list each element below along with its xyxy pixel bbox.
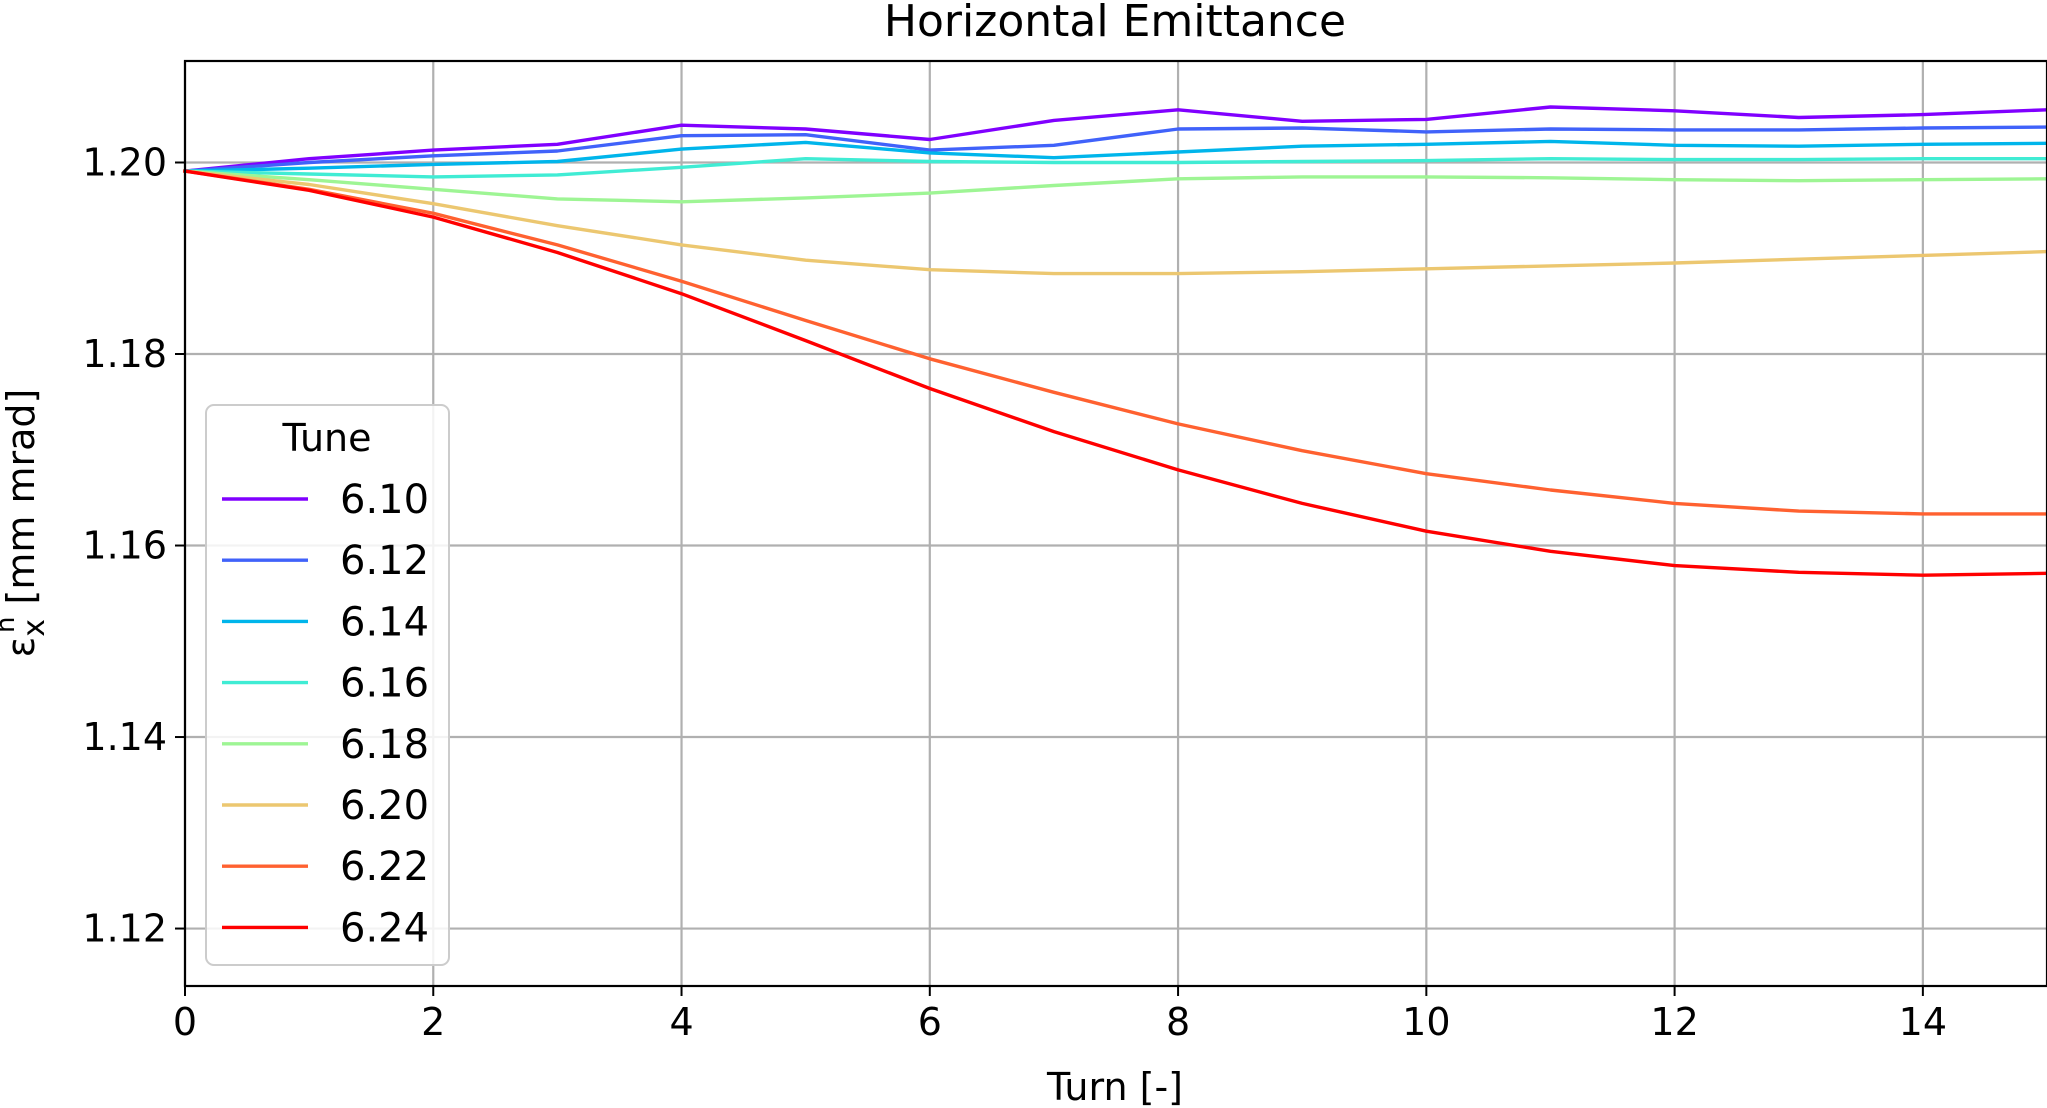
y-tick-label: 1.20	[82, 141, 167, 185]
x-tick-label: 4	[669, 1000, 693, 1044]
series-line-6-14	[183, 139, 2047, 173]
grid	[183, 61, 2047, 986]
plot-area-frame	[183, 59, 2047, 988]
series-line-6-22	[183, 169, 2047, 516]
series-line-6-24	[183, 169, 2047, 577]
axis-ticks: 0 2 4 6 8 10 12 14 1.12 1.14 1.16 1.18 1.20	[82, 141, 1947, 1044]
chart-title: Horizontal Emittance	[884, 0, 1346, 47]
legend-label-6-18: 6.18	[340, 722, 429, 768]
y-tick-label: 1.16	[82, 524, 167, 568]
x-axis-label: Turn [-]	[1046, 1065, 1183, 1108]
x-tick-label: 10	[1402, 1000, 1450, 1044]
x-tick-label: 0	[173, 1000, 197, 1044]
plot-series	[183, 105, 2047, 577]
x-tick-label: 14	[1899, 1000, 1947, 1044]
legend-label-6-16: 6.16	[340, 661, 429, 707]
legend-label-6-24: 6.24	[340, 905, 429, 951]
series-line-6-16	[183, 156, 2047, 179]
series-line-6-20	[183, 169, 2047, 276]
y-tick-label: 1.18	[82, 332, 167, 376]
x-tick-label: 8	[1166, 1000, 1190, 1044]
series-line-6-10	[183, 105, 2047, 173]
legend: Tune 6.10 6.12 6.14 6.16 6.18 6.20 6.22 6.24	[205, 404, 450, 966]
series-line-6-18	[183, 169, 2047, 204]
series-line-6-12	[183, 125, 2047, 173]
legend-label-6-14: 6.14	[340, 599, 429, 645]
legend-label-6-22: 6.22	[340, 844, 429, 890]
y-tick-label: 1.14	[82, 715, 167, 759]
legend-box	[205, 404, 450, 966]
legend-title: Tune	[282, 416, 372, 460]
x-tick-label: 2	[421, 1000, 445, 1044]
legend-label-6-20: 6.20	[340, 783, 429, 829]
x-tick-label: 6	[918, 1000, 942, 1044]
x-tick-label: 12	[1650, 1000, 1698, 1044]
y-axis-label: εxn [mm mrad]	[0, 389, 52, 658]
legend-label-6-12: 6.12	[340, 538, 429, 584]
y-tick-label: 1.12	[82, 907, 167, 951]
legend-label-6-10: 6.10	[340, 477, 429, 523]
